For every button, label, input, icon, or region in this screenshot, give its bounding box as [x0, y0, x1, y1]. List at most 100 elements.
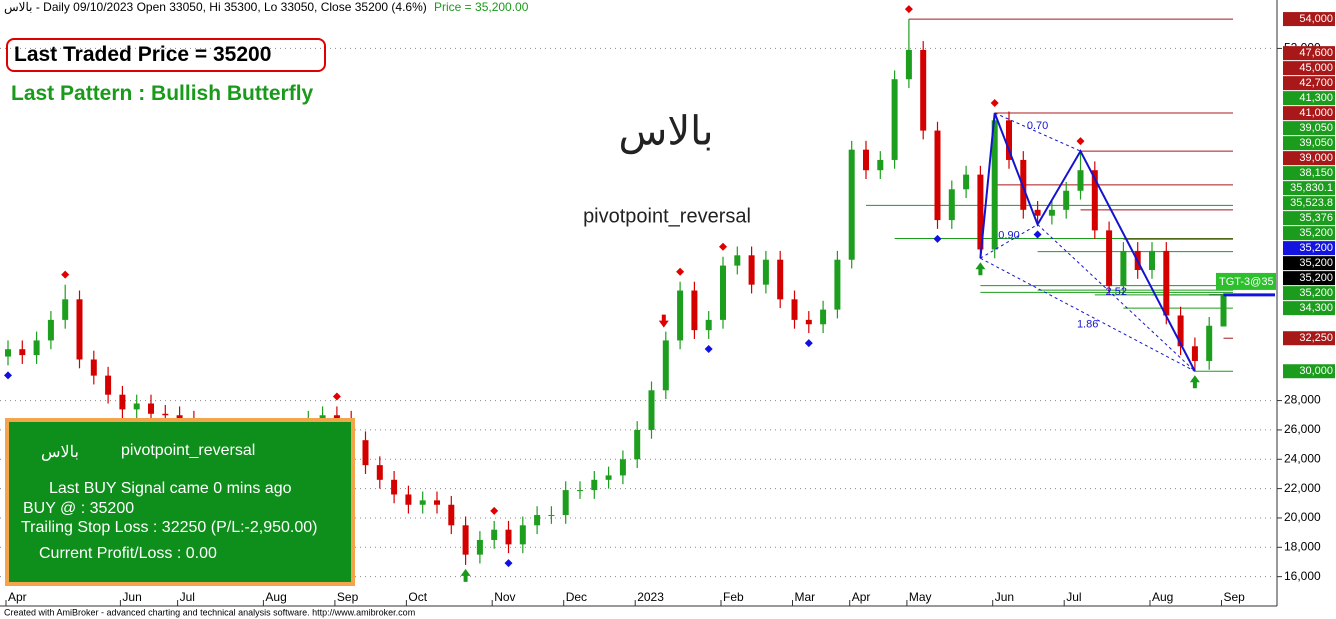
header-price: Price = 35,200.00: [434, 0, 529, 14]
pivot-marker: [332, 392, 341, 401]
info-line: Current Profit/Loss : 0.00: [39, 545, 217, 562]
info-line: BUY @ : 35200: [23, 500, 135, 517]
price-badge-label: 54,000: [1299, 13, 1333, 25]
candle-body: [963, 174, 970, 190]
x-tick-label: 2023: [637, 590, 664, 604]
candle-body: [619, 459, 626, 476]
candle-body: [1106, 230, 1113, 287]
info-symbol: بالاس: [41, 444, 79, 461]
last-pattern: Last Pattern : Bullish Butterfly: [11, 82, 314, 105]
candle-body: [834, 259, 841, 310]
pivot-marker: [804, 339, 813, 348]
pattern-ratio-line: [994, 112, 1081, 152]
candle-body: [605, 475, 612, 480]
candle-body: [1006, 120, 1012, 160]
price-badge: [1283, 241, 1335, 256]
candle-body: [1177, 315, 1184, 347]
price-badge: [1283, 181, 1335, 196]
candle-body: [491, 529, 498, 540]
candle-body: [891, 79, 898, 160]
y-tick-label: 24,000: [1284, 451, 1321, 465]
candle-body: [691, 290, 698, 331]
pivot-marker: [1076, 137, 1085, 146]
candle-body: [1206, 325, 1213, 361]
pivot-marker: [904, 5, 913, 14]
info-box: بالاس pivotpoint_reversal Last BUY Signa…: [5, 418, 355, 586]
y-tick-label: 26,000: [1284, 422, 1321, 436]
x-tick-label: Aug: [1152, 590, 1173, 604]
price-badge-label: 39,050: [1299, 137, 1333, 149]
price-badge: [1283, 331, 1335, 346]
price-badge: [1283, 256, 1335, 271]
candle-body: [448, 504, 455, 526]
candle-body: [991, 120, 998, 250]
candle-body: [405, 494, 412, 505]
x-tick-label: Apr: [8, 590, 27, 604]
candle-body: [977, 174, 984, 250]
candle-body: [1091, 170, 1098, 231]
candle-body: [662, 340, 669, 391]
y-tick-label: 20,000: [1284, 510, 1321, 524]
price-badge-label: 35,376: [1299, 212, 1333, 224]
candle-body: [5, 349, 11, 357]
pattern-ratio: 0.90: [998, 229, 1019, 241]
candle-body: [462, 525, 469, 555]
candle-body: [1220, 294, 1227, 327]
target-label: TGT-3@35: [1219, 276, 1274, 288]
price-badge-label: 47,600: [1299, 47, 1333, 59]
price-badge-label: 32,250: [1299, 332, 1333, 344]
candle-body: [391, 479, 398, 495]
y-tick-label: 18,000: [1284, 539, 1321, 553]
price-badge: [1283, 364, 1335, 379]
candle-body: [1077, 170, 1084, 191]
candle-body: [333, 415, 340, 420]
info-system: pivotpoint_reversal: [121, 442, 256, 459]
x-tick-label: Mar: [795, 590, 816, 604]
price-badge: [1283, 226, 1335, 241]
candle-body: [1063, 190, 1070, 210]
price-badge-label: 35,830.1: [1290, 182, 1333, 194]
price-badge-label: 38,150: [1299, 167, 1333, 179]
candle-body: [591, 479, 598, 491]
candle-body: [905, 49, 912, 80]
candle-body: [848, 149, 855, 260]
x-tick-label: Jul: [180, 590, 195, 604]
candle-body: [47, 319, 54, 341]
candle-body: [948, 189, 955, 221]
info-line: Last BUY Signal came 0 mins ago: [49, 480, 292, 497]
price-badge-label: 35,200: [1299, 287, 1333, 299]
price-badge-label: 35,200: [1299, 242, 1333, 254]
candle-body: [677, 290, 684, 341]
chart-subtitle: pivotpoint_reversal: [583, 205, 751, 227]
candle-body: [176, 415, 183, 420]
candle-body: [19, 349, 26, 356]
candle-body: [1149, 250, 1155, 270]
y-tick-label: 16,000: [1284, 569, 1321, 583]
x-tick-label: Apr: [852, 590, 871, 604]
pattern-leg: [979, 112, 1196, 372]
candle-body: [734, 255, 741, 266]
info-line: Trailing Stop Loss : 32250 (P/L:-2,950.0…: [21, 519, 318, 536]
signal-arrow: [975, 262, 986, 276]
candle-body: [505, 529, 512, 545]
x-tick-label: Jul: [1066, 590, 1081, 604]
price-badge: [1283, 271, 1335, 286]
price-badge: [1283, 136, 1335, 151]
pattern-ratio-line: [1037, 224, 1196, 372]
candle-body: [1191, 346, 1198, 361]
candle-body: [562, 490, 569, 516]
price-badge-label: 42,700: [1299, 77, 1333, 89]
price-badge-label: 39,050: [1299, 122, 1333, 134]
pattern-ratio-line: [980, 257, 1196, 372]
candle-body: [577, 490, 583, 492]
candle-body: [76, 299, 83, 360]
pivot-marker: [990, 98, 999, 107]
price-badge-label: 39,000: [1299, 152, 1333, 164]
footer: Created with AmiBroker - advanced charti…: [4, 607, 415, 617]
price-badge-label: 45,000: [1299, 62, 1333, 74]
price-badge: [1283, 91, 1335, 106]
candle-body: [376, 465, 383, 480]
candle-body: [1120, 250, 1127, 287]
candle-body: [434, 500, 440, 505]
